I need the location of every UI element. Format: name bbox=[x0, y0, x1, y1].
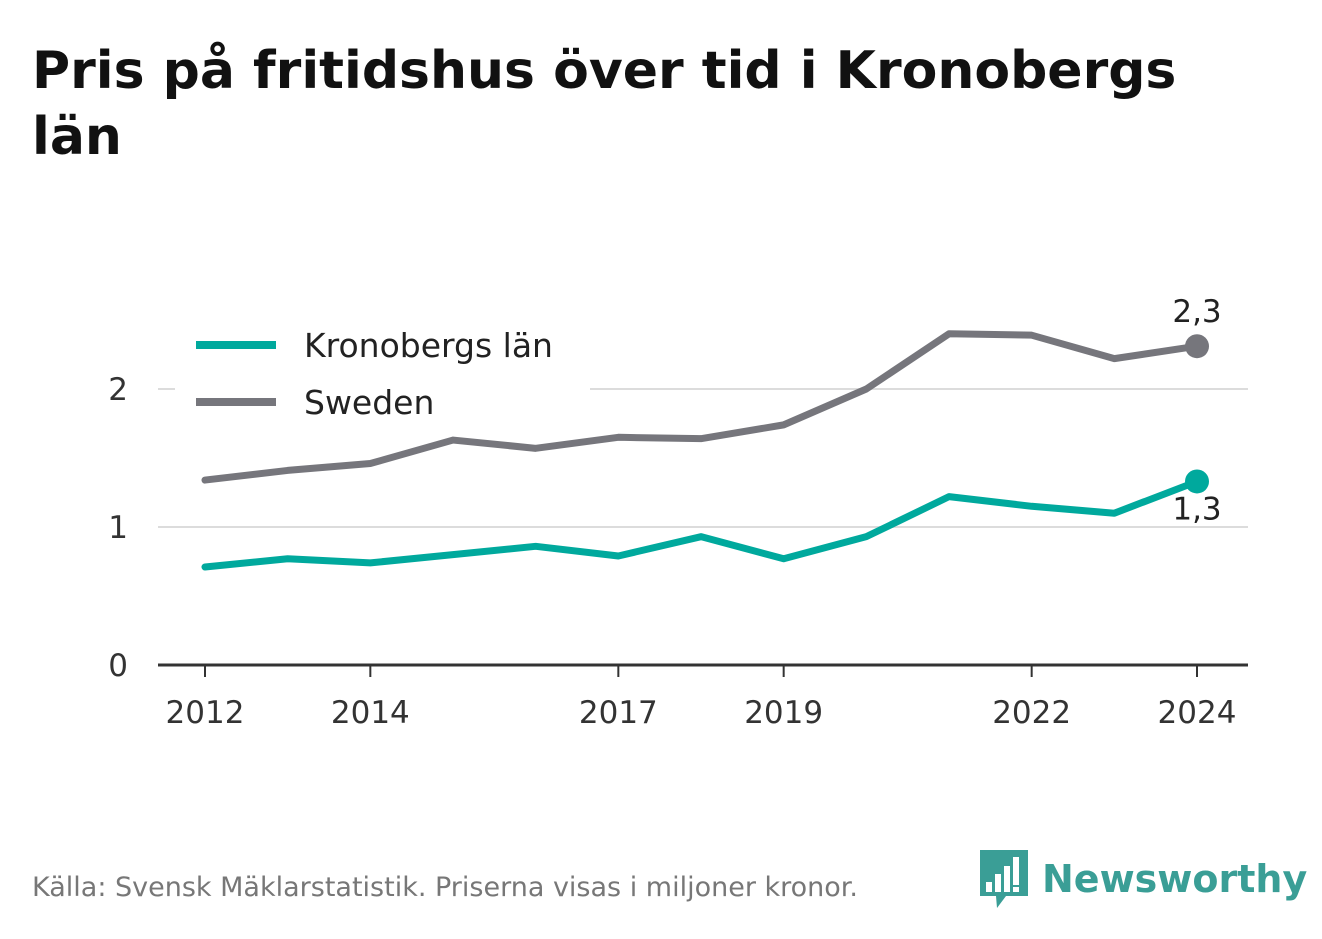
x-tick-label: 2017 bbox=[579, 695, 658, 731]
x-tick-label: 2019 bbox=[744, 695, 823, 731]
end-point-marker bbox=[1185, 469, 1209, 494]
newsworthy-logo-icon bbox=[980, 850, 1028, 908]
x-tick-label: 2024 bbox=[1158, 695, 1237, 731]
series-line-kronobergs-lan bbox=[201, 477, 1201, 571]
end-point-marker bbox=[1185, 334, 1209, 359]
series-line-sweden bbox=[201, 330, 1201, 484]
end-value-label: 1,3 bbox=[1172, 491, 1221, 527]
legend-background bbox=[175, 320, 590, 425]
brand-logo: Newsworthy bbox=[980, 850, 1307, 908]
y-tick-label: 1 bbox=[108, 510, 128, 546]
legend-label: Kronobergs län bbox=[304, 326, 553, 365]
x-tick-label: 2014 bbox=[331, 695, 410, 731]
series: 2,3 1,3 bbox=[201, 294, 1222, 571]
end-value-label: 2,3 bbox=[1172, 294, 1221, 330]
x-tick-label: 2012 bbox=[166, 695, 245, 731]
x-tick-label: 2022 bbox=[992, 695, 1071, 731]
y-tick-label: 2 bbox=[108, 372, 128, 408]
y-axis-ticks: 0 1 2 bbox=[108, 372, 128, 684]
brand-name: Newsworthy bbox=[1042, 857, 1308, 901]
source-note: Källa: Svensk Mäklarstatistik. Priserna … bbox=[32, 872, 859, 903]
y-tick-label: 0 bbox=[108, 648, 128, 684]
legend: Kronobergs län Sweden bbox=[196, 326, 553, 422]
legend-label: Sweden bbox=[304, 383, 434, 422]
chart-title: Pris på fritidshus över tid i Kronobergs… bbox=[32, 41, 1177, 167]
x-axis-ticks: 2012 2014 2017 2019 2022 2024 bbox=[166, 665, 1237, 731]
